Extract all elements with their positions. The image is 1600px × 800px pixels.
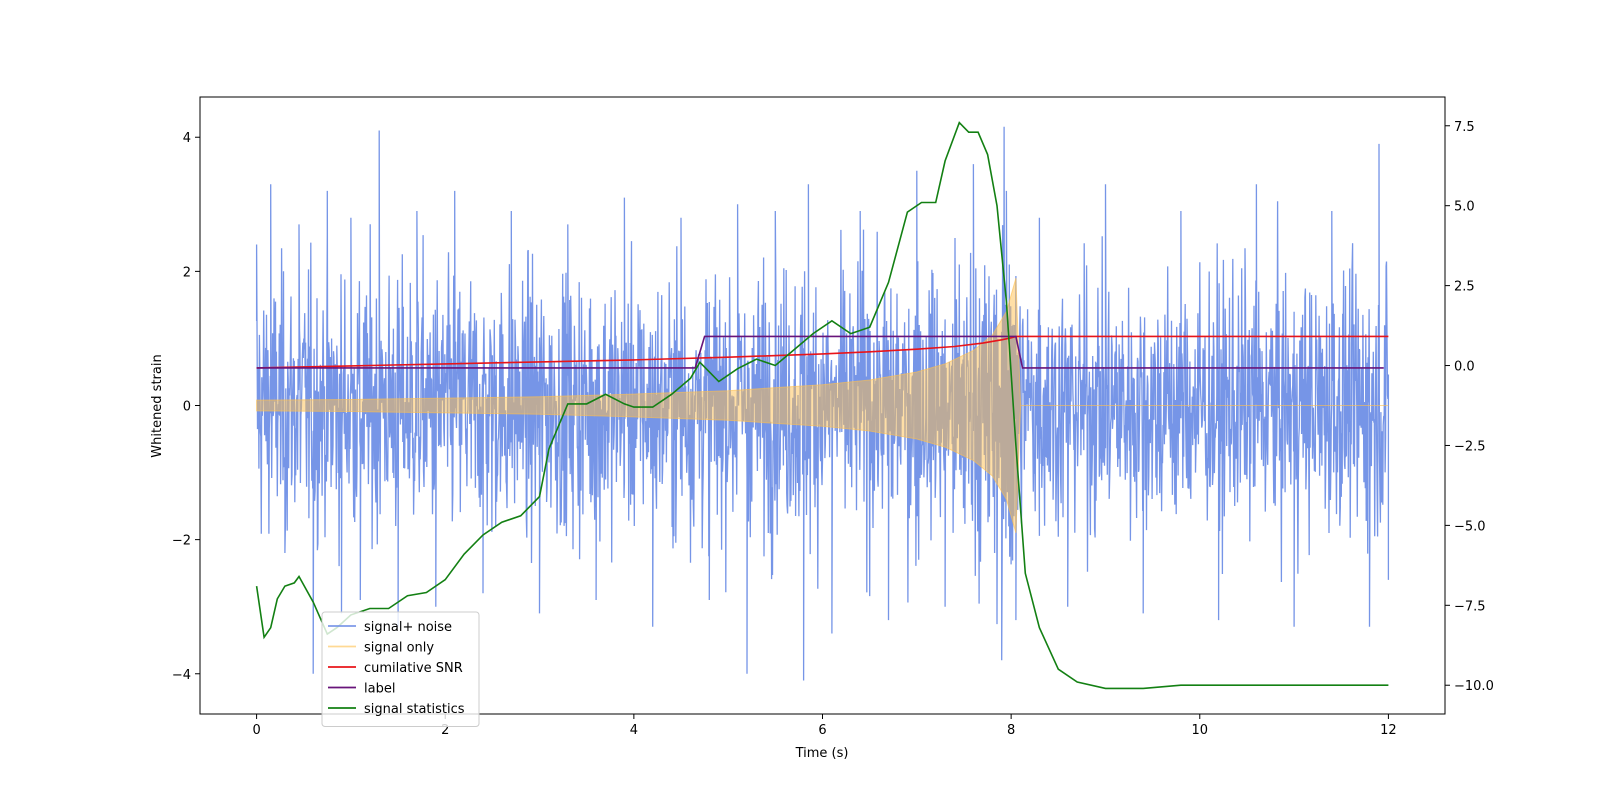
y-right-tick-label: 5.0 [1454,200,1475,215]
series-signal-statistics [255,121,1389,690]
legend-label: cumilative SNR [364,661,463,676]
y-left-tick-label: 4 [183,131,191,146]
y-left-axis-ticks: −4 −2 0 2 4 [172,131,200,683]
x-tick-label: 10 [1191,723,1208,738]
series-cumilative-snr [256,335,1389,369]
x-axis-ticks: 0 2 4 6 8 10 12 [252,714,1397,738]
y-left-tick-label: 0 [183,400,191,415]
y-right-tick-label: 0.0 [1454,360,1475,375]
x-tick-label: 8 [1007,723,1015,738]
y-left-tick-label: −2 [172,534,191,549]
x-axis-label: Time (s) [795,746,849,761]
y-left-tick-label: 2 [183,265,191,280]
x-tick-label: 2 [441,723,449,738]
y-right-tick-label: 2.5 [1454,280,1475,295]
series-layer [255,121,1390,690]
legend-label: label [364,682,395,697]
y-right-tick-label: 7.5 [1454,120,1475,135]
series-signal-only [256,277,1389,534]
x-tick-label: 4 [630,723,638,738]
series-label [256,335,1384,369]
x-tick-label: 12 [1380,723,1397,738]
series-signal-noise [255,126,1390,681]
y-right-axis-ticks: −10.0 −7.5 −5.0 −2.5 0.0 2.5 5.0 7.5 [1445,120,1494,694]
y-right-tick-label: −7.5 [1454,599,1486,614]
x-tick-label: 6 [818,723,826,738]
y-left-axis-label: Whitened strain [150,354,165,457]
legend-label: signal only [364,641,434,656]
y-right-tick-label: −2.5 [1454,439,1486,454]
legend: signal+ noise signal only cumilative SNR la… [321,611,480,727]
y-left-tick-label: −4 [172,668,191,683]
y-right-tick-label: −10.0 [1454,679,1494,694]
y-right-tick-label: −5.0 [1454,519,1486,534]
legend-label: signal statistics [364,702,465,717]
legend-box [321,611,480,727]
legend-label: signal+ noise [364,620,452,635]
x-tick-label: 0 [252,723,260,738]
